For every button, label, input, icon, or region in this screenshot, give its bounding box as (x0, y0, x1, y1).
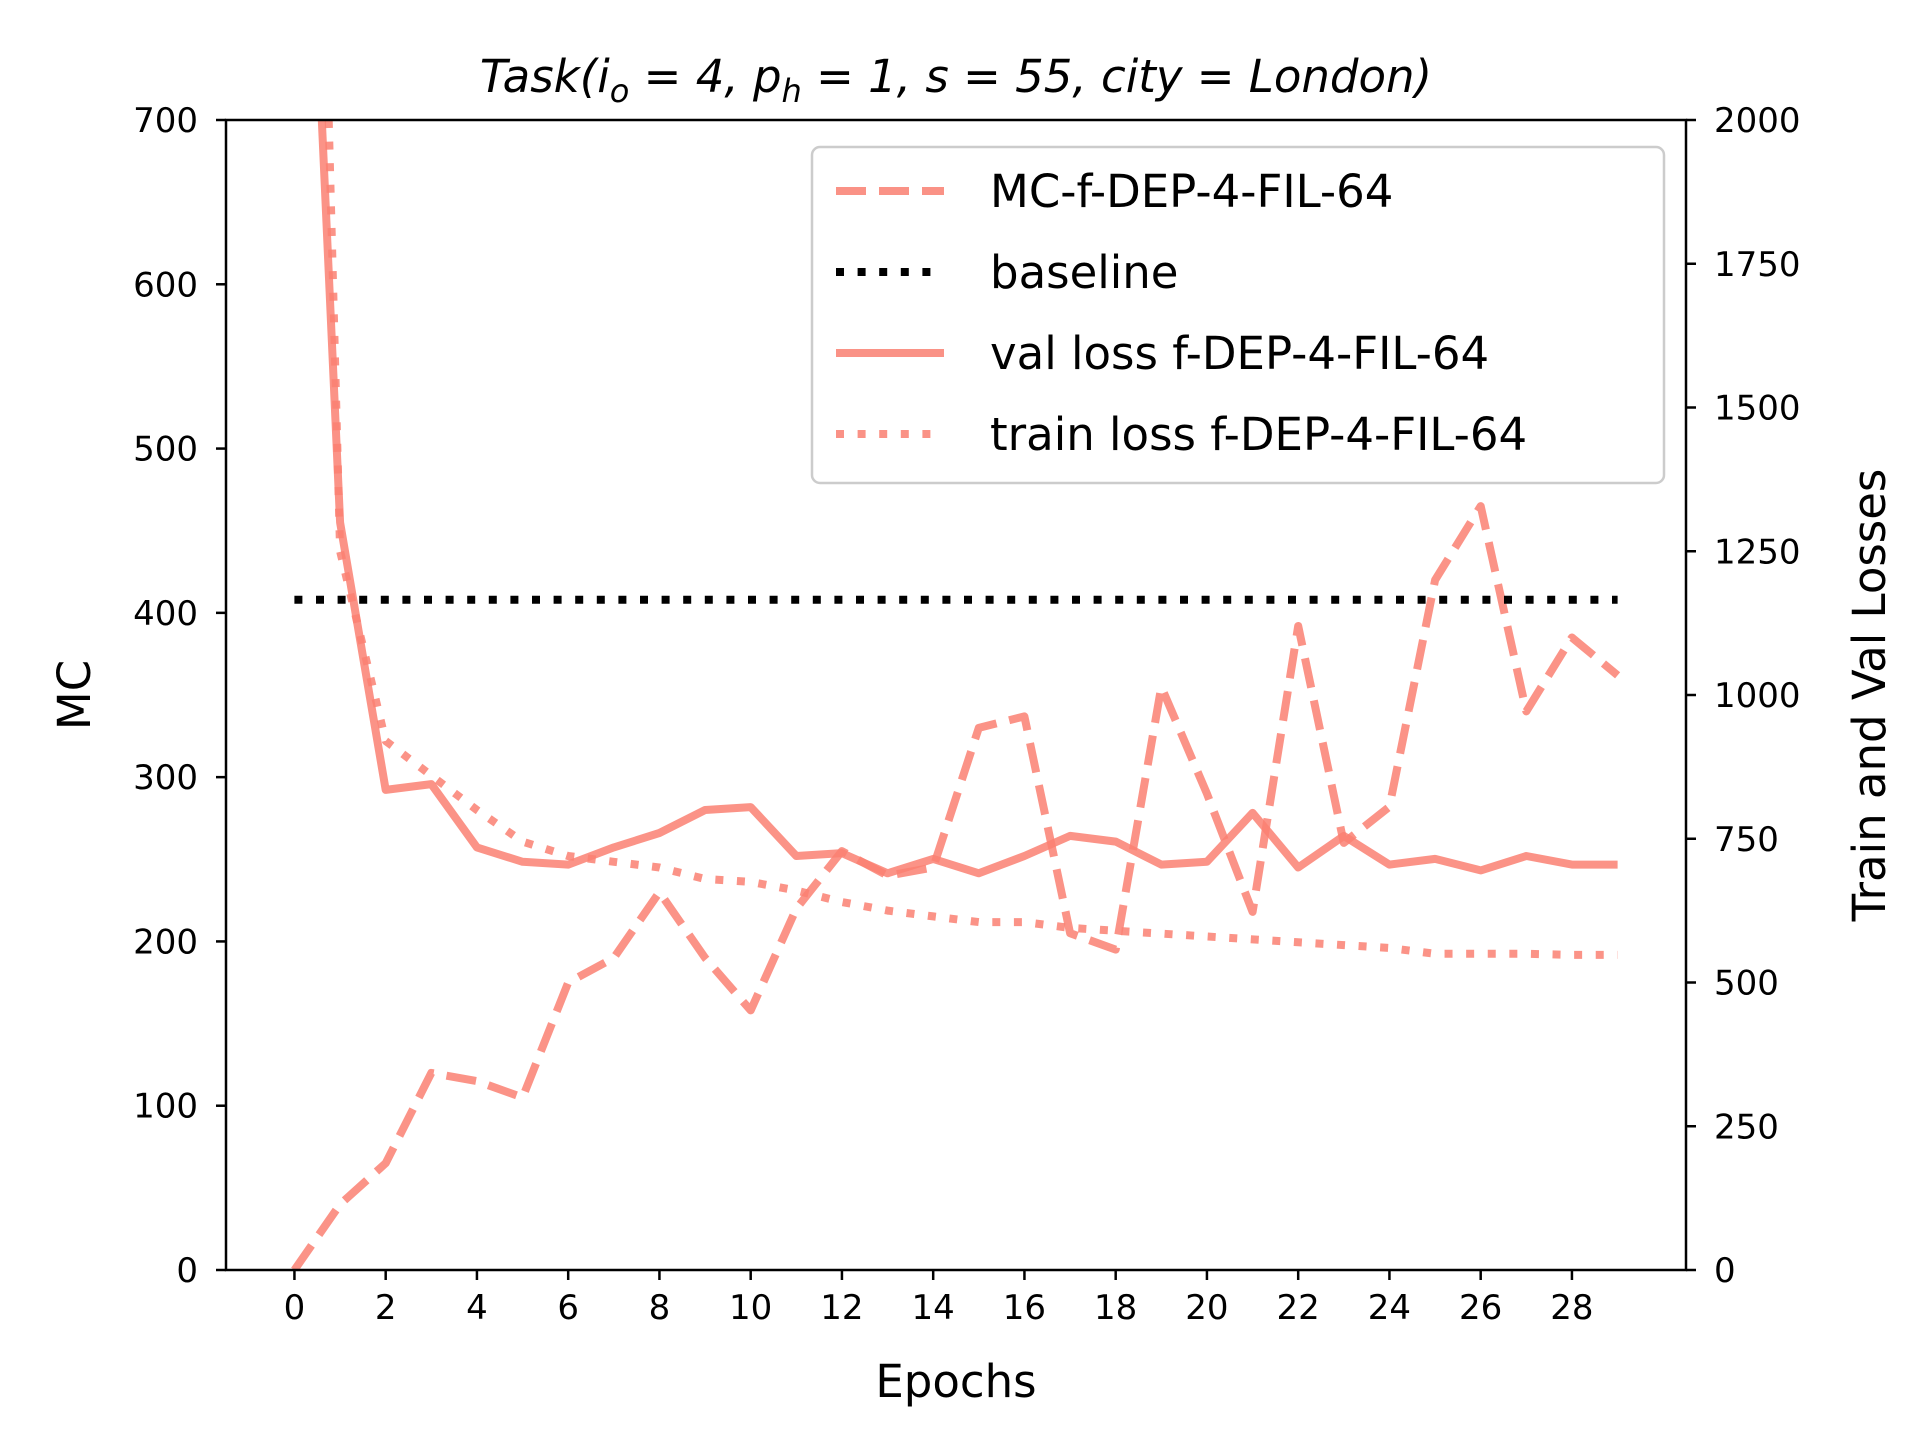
x-tick-label: 0 (284, 1288, 306, 1328)
train-loss-line (324, 120, 1618, 959)
legend-label-mc: MC-f-DEP-4-FIL-64 (990, 165, 1393, 218)
x-tick-label: 26 (1459, 1288, 1502, 1328)
x-tick-label: 2 (375, 1288, 397, 1328)
x-tick-label: 24 (1368, 1288, 1411, 1328)
x-tick-label: 6 (557, 1288, 579, 1328)
left-y-tick-label: 0 (176, 1251, 198, 1291)
x-tick-label: 16 (1003, 1288, 1046, 1328)
right-y-tick-label: 1750 (1714, 245, 1801, 285)
mc-line (291, 502, 1621, 1270)
val-loss-line (317, 120, 1618, 878)
left-y-axis-title: MC (48, 660, 101, 730)
right-y-axis-ticks: 0 250 500 750 1000 1250 1500 1750 2000 (1686, 101, 1801, 1291)
left-y-tick-label: 600 (133, 265, 198, 305)
x-tick-label: 10 (729, 1288, 772, 1328)
right-y-tick-label: 2000 (1714, 101, 1801, 141)
left-y-tick-label: 100 (133, 1087, 198, 1127)
legend: MC-f-DEP-4-FIL-64 baseline val loss f-DE… (810, 145, 1666, 485)
right-y-tick-label: 250 (1714, 1107, 1779, 1147)
x-tick-label: 4 (466, 1288, 488, 1328)
right-y-tick-label: 500 (1714, 964, 1779, 1004)
x-tick-label: 22 (1277, 1288, 1320, 1328)
left-y-tick-label: 400 (133, 594, 198, 634)
left-y-tick-label: 700 (133, 101, 198, 141)
x-tick-label: 28 (1550, 1288, 1593, 1328)
x-tick-label: 12 (820, 1288, 863, 1328)
series-layer (291, 120, 1621, 1270)
x-tick-label: 8 (649, 1288, 671, 1328)
right-y-tick-label: 1500 (1714, 389, 1801, 429)
x-tick-label: 18 (1094, 1288, 1137, 1328)
left-y-tick-label: 200 (133, 922, 198, 962)
left-y-tick-label: 300 (133, 758, 198, 798)
right-y-tick-label: 0 (1714, 1251, 1736, 1291)
right-y-tick-label: 750 (1714, 820, 1779, 860)
right-y-tick-label: 1000 (1714, 676, 1801, 716)
x-axis-title: Epochs (875, 1355, 1036, 1408)
left-y-axis-ticks: 0 100 200 300 400 500 600 700 (133, 101, 226, 1291)
chart-title: Task(io = 4, ph = 1, s = 55, city = Lond… (480, 50, 1432, 110)
legend-label-baseline: baseline (990, 246, 1178, 299)
right-y-axis-title: Train and Val Losses (1843, 469, 1896, 923)
x-tick-label: 20 (1185, 1288, 1228, 1328)
legend-box (810, 145, 1666, 485)
legend-label-train-loss: train loss f-DEP-4-FIL-64 (990, 408, 1527, 461)
right-y-tick-label: 1250 (1714, 532, 1801, 572)
x-tick-label: 14 (912, 1288, 955, 1328)
x-axis-ticks: 0 2 4 6 8 10 12 14 16 18 20 22 24 26 28 (284, 1270, 1594, 1328)
left-y-tick-label: 500 (133, 430, 198, 470)
legend-label-val-loss: val loss f-DEP-4-FIL-64 (990, 327, 1489, 380)
